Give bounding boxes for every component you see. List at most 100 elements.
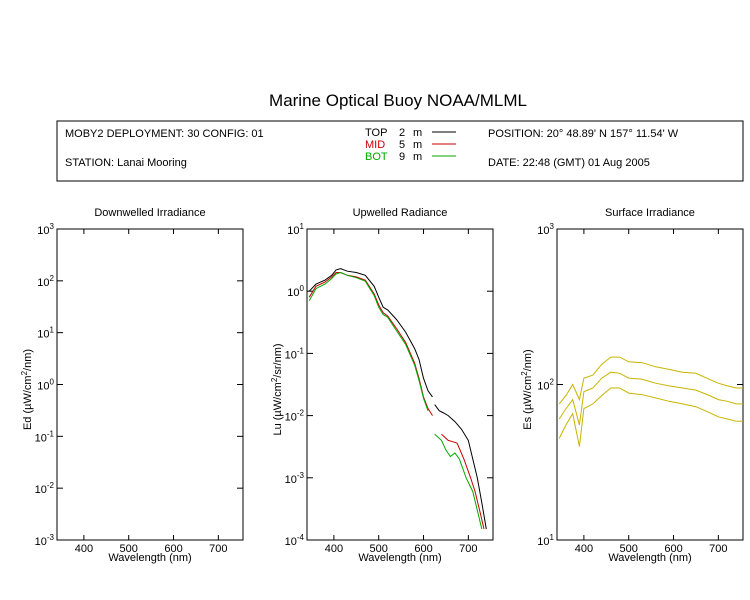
y-tick: 10-4 xyxy=(285,533,493,548)
y-tick-label: 100 xyxy=(37,378,54,393)
y-tick: 101 xyxy=(537,533,743,548)
depth-legend: TOP 2 m MID 5 m BOT 9 m xyxy=(365,127,456,163)
chart-title: Downwelled Irradiance xyxy=(94,207,205,219)
y-tick-label: 103 xyxy=(37,222,54,237)
x-axis-label: Wavelength (nm) xyxy=(108,552,191,564)
y-tick: 10-3 xyxy=(35,533,243,548)
y-tick-label: 10-2 xyxy=(285,409,305,424)
x-tick-label: 700 xyxy=(459,543,477,555)
date-text: DATE: 22:48 (GMT) 01 Aug 2005 xyxy=(488,157,650,169)
series-line-1-part-1 xyxy=(558,356,743,405)
x-tick: 600 xyxy=(164,229,183,555)
surface-irradiance-chart: Surface Irradiance 400 500 600 700 Wavelength… xyxy=(520,207,744,564)
y-tick: 100 xyxy=(287,284,493,299)
x-tick-label: 500 xyxy=(120,543,138,555)
series-group xyxy=(308,268,487,530)
x-tick-label: 500 xyxy=(370,543,388,555)
y-axis-label: Lu (µW/cm2/sr/nm) xyxy=(270,343,284,435)
series-line-2-part-2 xyxy=(441,433,485,530)
y-tick: 103 xyxy=(537,222,743,237)
series-line-3-part-1 xyxy=(558,387,743,447)
y-tick: 101 xyxy=(37,326,243,341)
y-tick: 102 xyxy=(537,378,743,393)
x-axis-label: Wavelength (nm) xyxy=(358,552,441,564)
x-tick-label: 400 xyxy=(75,543,93,555)
plot-frame xyxy=(306,228,494,541)
y-tick: 10-1 xyxy=(285,346,493,361)
page-title: Marine Optical Buoy NOAA/MLML xyxy=(269,91,527,110)
x-tick-label: 600 xyxy=(664,543,682,555)
y-tick-label: 103 xyxy=(537,222,554,237)
x-tick: 500 xyxy=(620,229,638,555)
x-tick-label: 400 xyxy=(325,543,343,555)
y-tick-label: 10-3 xyxy=(35,533,55,548)
deployment-text: MOBY2 DEPLOYMENT: 30 CONFIG: 01 xyxy=(65,128,264,140)
station-text: STATION: Lanai Mooring xyxy=(65,157,187,169)
y-tick-label: 102 xyxy=(37,274,54,289)
upwelled-radiance-chart: Upwelled Radiance 400 500 600 700 Wavelength … xyxy=(270,207,494,564)
x-tick: 600 xyxy=(414,229,433,555)
y-tick: 100 xyxy=(37,378,243,393)
downwelled-irradiance-chart: Downwelled Irradiance 400 500 600 700 Wavelen… xyxy=(20,207,244,564)
x-tick-label: 600 xyxy=(414,543,432,555)
legend-item-mid: MID 5 m xyxy=(365,139,456,151)
x-tick-label: 700 xyxy=(709,543,727,555)
y-tick-label: 100 xyxy=(287,284,304,299)
y-tick: 102 xyxy=(37,274,243,289)
plot-frame xyxy=(56,228,244,541)
x-tick: 400 xyxy=(575,229,593,555)
x-tick: 400 xyxy=(75,229,93,555)
x-axis-label: Wavelength (nm) xyxy=(608,552,691,564)
chart-title: Surface Irradiance xyxy=(605,207,695,219)
legend-unit: m xyxy=(413,127,422,139)
legend-unit: m xyxy=(413,139,422,151)
x-tick: 600 xyxy=(664,229,683,555)
series-line-3-part-1 xyxy=(308,271,429,411)
info-box-border xyxy=(56,120,744,182)
legend-name: MID xyxy=(365,139,385,151)
legend-depth: 9 xyxy=(399,151,405,163)
series-group xyxy=(558,356,743,447)
y-tick-label: 10-1 xyxy=(285,346,305,361)
y-tick-label: 10-4 xyxy=(285,533,305,548)
y-tick-label: 10-1 xyxy=(35,429,55,444)
x-tick-label: 700 xyxy=(209,543,227,555)
x-tick-label: 400 xyxy=(575,543,593,555)
info-box: MOBY2 DEPLOYMENT: 30 CONFIG: 01 STATION:… xyxy=(56,120,744,182)
position-text: POSITION: 20° 48.89' N 157° 11.54' W xyxy=(488,128,679,140)
y-tick: 10-3 xyxy=(285,471,493,486)
series-line-2-part-1 xyxy=(308,272,433,416)
legend-depth: 2 xyxy=(399,127,405,139)
y-tick-label: 101 xyxy=(37,326,54,341)
y-tick-label: 101 xyxy=(537,533,554,548)
legend-item-top: TOP 2 m xyxy=(365,127,456,139)
chart-title: Upwelled Radiance xyxy=(353,207,448,219)
y-tick-label: 102 xyxy=(537,378,554,393)
y-tick: 10-2 xyxy=(285,409,493,424)
series-line-3-part-2 xyxy=(434,433,483,530)
x-tick: 700 xyxy=(709,229,728,555)
y-tick-label: 101 xyxy=(287,222,304,237)
x-tick-label: 500 xyxy=(620,543,638,555)
x-tick-label: 600 xyxy=(164,543,182,555)
legend-depth: 5 xyxy=(399,139,405,151)
y-axis-label: Es (µW/cm2/nm) xyxy=(520,349,534,429)
legend-name: TOP xyxy=(365,127,387,139)
x-tick: 400 xyxy=(325,229,343,555)
x-tick: 500 xyxy=(120,229,138,555)
y-tick: 10-2 xyxy=(35,481,243,496)
series-line-1-part-2 xyxy=(434,404,487,530)
y-tick: 103 xyxy=(37,222,243,237)
series-line-1-part-1 xyxy=(308,268,433,398)
series-line-2-part-1 xyxy=(558,371,743,426)
y-tick-label: 10-2 xyxy=(35,481,55,496)
y-tick-label: 10-3 xyxy=(285,471,305,486)
legend-item-bot: BOT 9 m xyxy=(365,151,456,163)
legend-name: BOT xyxy=(365,151,388,163)
legend-unit: m xyxy=(413,151,422,163)
x-tick: 700 xyxy=(459,229,478,555)
x-tick: 500 xyxy=(370,229,388,555)
x-tick: 700 xyxy=(209,229,228,555)
plot-frame xyxy=(556,228,744,541)
